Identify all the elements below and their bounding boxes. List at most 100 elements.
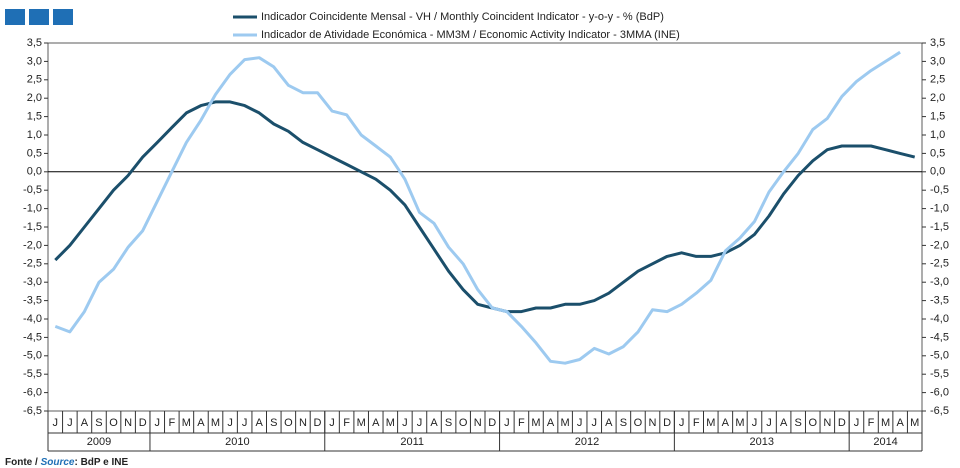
x-tick-label: J [402, 417, 408, 429]
x-tick-label: D [139, 417, 147, 429]
y-tick-label: -6,5 [23, 405, 42, 417]
y2-tick-label: -5,0 [930, 350, 949, 362]
x-tick-label: A [256, 417, 264, 429]
legend-label: Indicador de Atividade Económica - MM3M … [261, 29, 680, 41]
source-prefix: Fonte / [5, 457, 41, 468]
x-tick-label: D [314, 417, 322, 429]
x-tick-label: S [620, 417, 627, 429]
y2-tick-label: 1,0 [930, 129, 945, 141]
y-tick-label: 3,0 [27, 55, 42, 67]
x-tick-label: J [592, 417, 598, 429]
y2-tick-label: -4,5 [930, 331, 949, 343]
x-tick-label: J [577, 417, 583, 429]
y-tick-label: -0,5 [23, 184, 42, 196]
y2-tick-label: 3,5 [930, 37, 945, 49]
source-italic: Source [41, 457, 75, 468]
x-tick-label: D [663, 417, 671, 429]
x-tick-label: M [211, 417, 220, 429]
x-tick-label: N [823, 417, 831, 429]
x-tick-label: J [752, 417, 758, 429]
x-tick-label: M [561, 417, 570, 429]
source-suffix: : BdP e INE [74, 457, 128, 468]
x-tick-label: O [808, 417, 817, 429]
year-label: 2010 [225, 436, 249, 448]
x-tick-label: J [155, 417, 161, 429]
y2-tick-label: -2,5 [930, 258, 949, 270]
x-tick-label: M [910, 417, 919, 429]
y2-tick-label: -6,5 [930, 405, 949, 417]
x-tick-label: D [488, 417, 496, 429]
y-tick-label: 2,5 [27, 74, 42, 86]
y2-tick-label: -3,0 [930, 276, 949, 288]
series-line [54, 50, 901, 365]
y2-tick-label: 2,5 [930, 74, 945, 86]
source: Fonte / Source: BdP e INE [5, 457, 129, 468]
y2-tick-label: -2,0 [930, 239, 949, 251]
x-tick-label: J [227, 417, 233, 429]
x-tick-label: O [634, 417, 643, 429]
x-tick-label: N [649, 417, 657, 429]
x-tick-label: J [854, 417, 860, 429]
x-tick-label: A [81, 417, 89, 429]
x-tick-label: M [357, 417, 366, 429]
year-label: 2014 [873, 436, 897, 448]
x-tick-label: F [693, 417, 700, 429]
y2-tick-label: 2,0 [930, 92, 945, 104]
y2-tick-label: -1,5 [930, 221, 949, 233]
x-tick-label: M [531, 417, 540, 429]
y2-tick-label: 0,5 [930, 147, 945, 159]
y2-tick-label: -3,5 [930, 295, 949, 307]
x-tick-label: F [168, 417, 175, 429]
y-tick-label: 1,0 [27, 129, 42, 141]
x-tick-label: A [780, 417, 788, 429]
x-tick-label: M [706, 417, 715, 429]
logo-square [29, 9, 49, 25]
y-tick-label: 2,0 [27, 92, 42, 104]
x-tick-label: J [329, 417, 335, 429]
y-tick-label: 0,5 [27, 147, 42, 159]
x-tick-label: S [445, 417, 452, 429]
x-tick-label: A [430, 417, 438, 429]
x-tick-label: M [386, 417, 395, 429]
y2-tick-label: -6,0 [930, 387, 949, 399]
y-tick-label: -2,0 [23, 239, 42, 251]
x-tick-label: A [896, 417, 904, 429]
x-tick-label: A [197, 417, 205, 429]
year-label: 2013 [750, 436, 774, 448]
y-tick-label: -3,5 [23, 295, 42, 307]
x-tick-label: A [547, 417, 555, 429]
x-tick-label: J [766, 417, 772, 429]
y2-tick-label: 0,0 [930, 166, 945, 178]
x-tick-label: O [284, 417, 293, 429]
series-line [54, 100, 916, 314]
y-tick-label: -1,0 [23, 203, 42, 215]
y-tick-label: -5,5 [23, 368, 42, 380]
year-label: 2009 [87, 436, 111, 448]
plot-frame [47, 42, 923, 412]
x-tick-label: N [299, 417, 307, 429]
x-tick-label: M [735, 417, 744, 429]
x-tick-label: A [605, 417, 613, 429]
y2-tick-label: -0,5 [930, 184, 949, 196]
x-tick-label: J [504, 417, 510, 429]
x-tick-label: J [417, 417, 423, 429]
y-tick-label: -2,5 [23, 258, 42, 270]
logo-square [5, 9, 25, 25]
x-tick-label: M [881, 417, 890, 429]
x-tick-label: O [109, 417, 118, 429]
x-tick-label: N [124, 417, 132, 429]
x-tick-label: A [722, 417, 730, 429]
y-tick-label: -4,5 [23, 331, 42, 343]
y-tick-label: -6,0 [23, 387, 42, 399]
y2-tick-label: -1,0 [930, 203, 949, 215]
x-tick-label: D [838, 417, 846, 429]
x-tick-label: N [474, 417, 482, 429]
year-label: 2011 [400, 436, 424, 448]
x-tick-label: M [182, 417, 191, 429]
x-tick-label: F [868, 417, 875, 429]
y-tick-label: -5,0 [23, 350, 42, 362]
x-tick-label: J [679, 417, 685, 429]
x-tick-label: S [270, 417, 277, 429]
year-label: 2012 [575, 436, 599, 448]
x-tick-label: J [67, 417, 73, 429]
